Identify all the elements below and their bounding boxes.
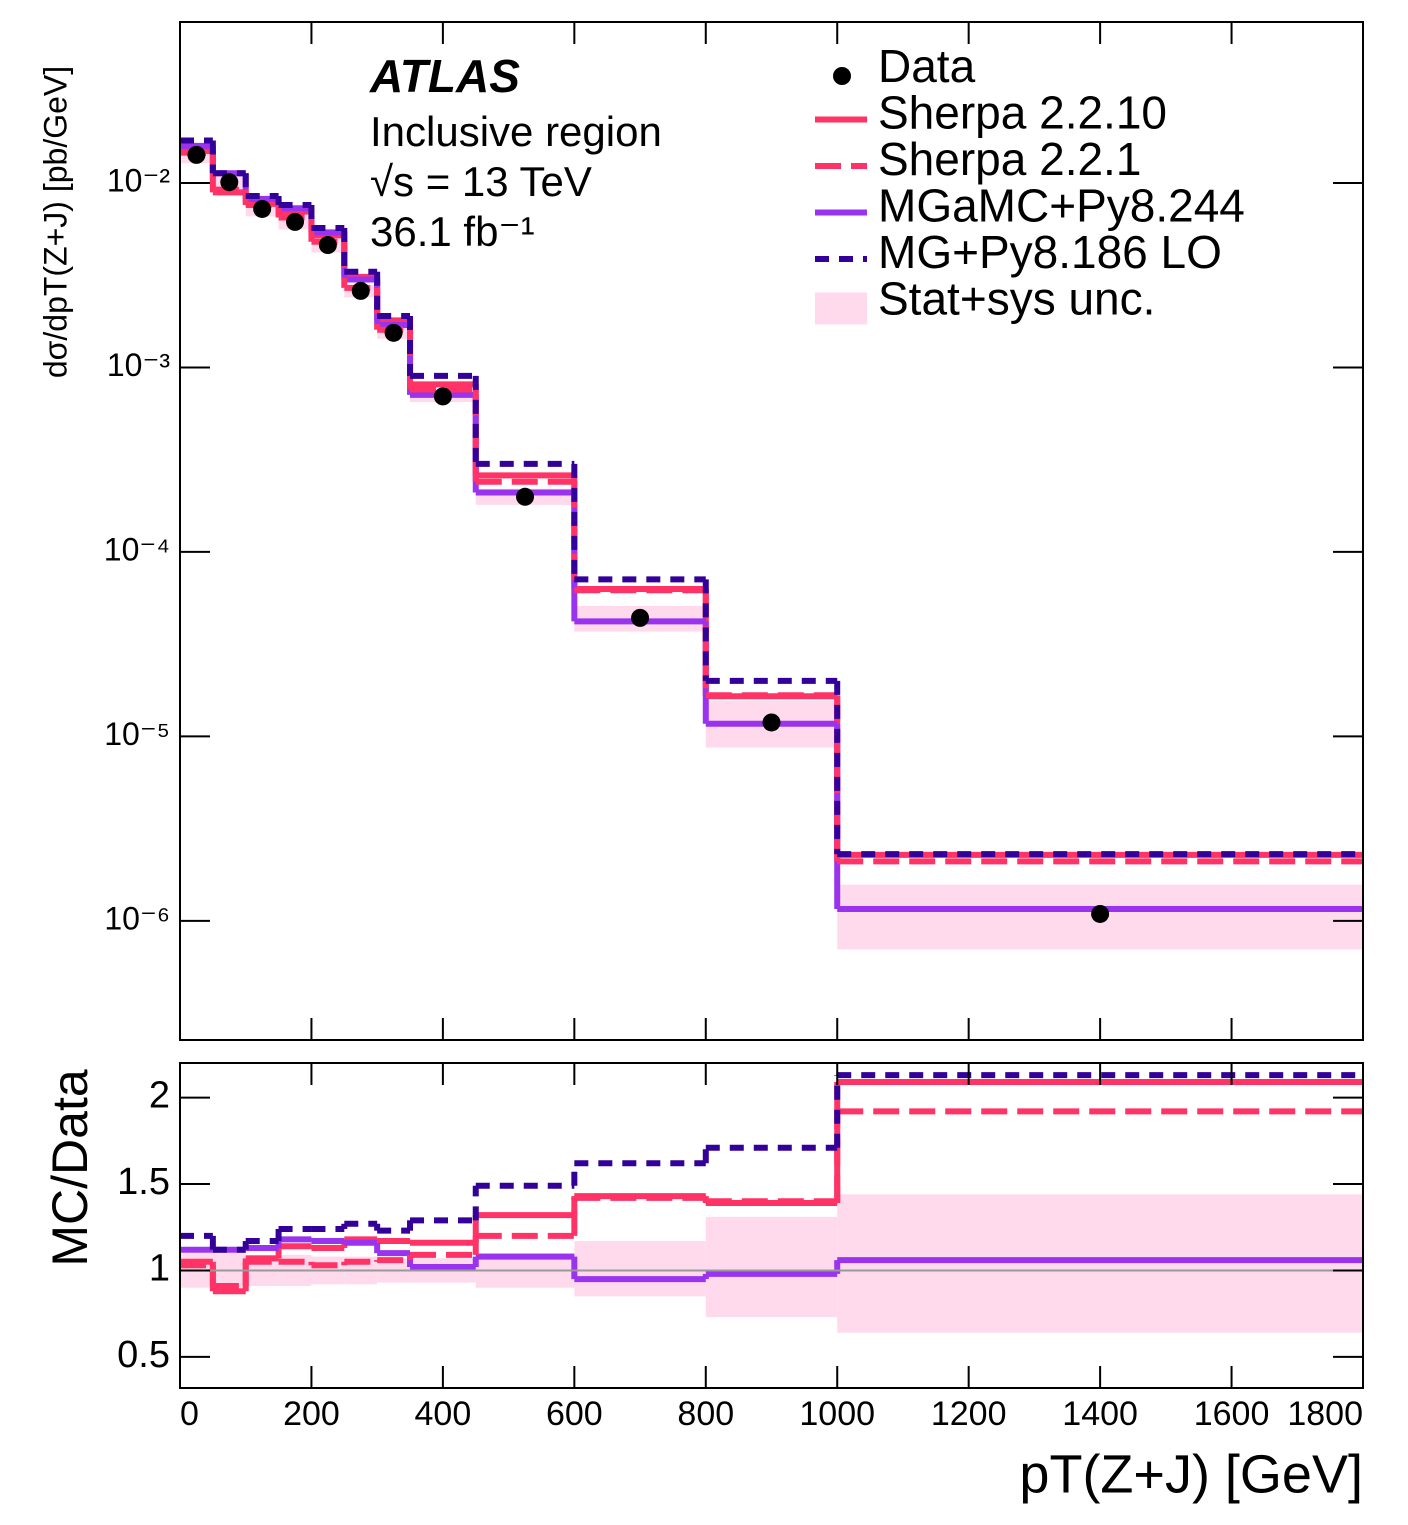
experiment-label: ATLAS [369, 50, 520, 102]
uncertainty-band [705, 1216, 838, 1318]
legend-label: Sherpa 2.2.10 [878, 87, 1167, 139]
y-tick-label: 0.5 [117, 1334, 170, 1376]
data-point [762, 713, 781, 732]
legend-symbol [833, 67, 851, 85]
legend-label: MGaMC+Py8.244 [878, 180, 1245, 232]
data-point [516, 487, 535, 506]
data-point [631, 608, 650, 627]
plot-frame [179, 21, 1364, 1041]
data-point [384, 323, 403, 342]
y-tick-label: 10⁻⁴ [104, 531, 170, 567]
legend-label: Data [878, 40, 976, 92]
annotation: √s = 13 TeV [370, 158, 592, 205]
x-tick-label: 1000 [799, 1395, 875, 1433]
uncertainty-band [574, 1241, 706, 1297]
x-tick-label: 600 [546, 1395, 603, 1433]
data-point [351, 281, 370, 300]
x-tick-label: 1200 [931, 1395, 1007, 1433]
x-tick-label: 800 [677, 1395, 734, 1433]
data-point [220, 173, 239, 192]
y-tick-label: 1 [149, 1247, 170, 1289]
x-tick-label: 1400 [1062, 1395, 1138, 1433]
data-point [187, 145, 206, 164]
data-point [253, 199, 272, 218]
data-point [433, 387, 452, 406]
y-axis-label: MC/Data [42, 1069, 98, 1266]
x-tick-label: 0 [180, 1395, 199, 1433]
y-tick-label: 10⁻⁶ [104, 900, 170, 936]
y-tick-label: 10⁻⁵ [104, 716, 170, 752]
y-tick-label: 10⁻² [107, 162, 170, 198]
x-axis-label: pT(Z+J) [GeV] [1019, 1444, 1363, 1504]
annotation: Inclusive region [370, 108, 662, 155]
plot-frame [179, 1062, 1364, 1389]
legend-label: MG+Py8.186 LO [878, 226, 1222, 278]
x-tick-label: 1600 [1194, 1395, 1270, 1433]
uncertainty-band [837, 1194, 1363, 1333]
data-point [1091, 904, 1110, 923]
annotation: 36.1 fb⁻¹ [370, 208, 535, 255]
y-axis-label: dσ/dpT(Z+J) [pb/GeV] [37, 66, 73, 378]
legend-label: Sherpa 2.2.1 [878, 133, 1141, 185]
x-tick-label: 200 [283, 1395, 340, 1433]
x-tick-label: 1800 [1287, 1395, 1363, 1433]
x-tick-label: 400 [415, 1395, 472, 1433]
legend-label: Stat+sys unc. [878, 273, 1155, 325]
data-point [286, 212, 305, 231]
data-point [318, 236, 337, 255]
y-tick-label: 1.5 [117, 1161, 170, 1203]
y-tick-label: 10⁻³ [107, 347, 170, 383]
legend-symbol [815, 292, 867, 325]
y-tick-label: 2 [149, 1075, 170, 1117]
